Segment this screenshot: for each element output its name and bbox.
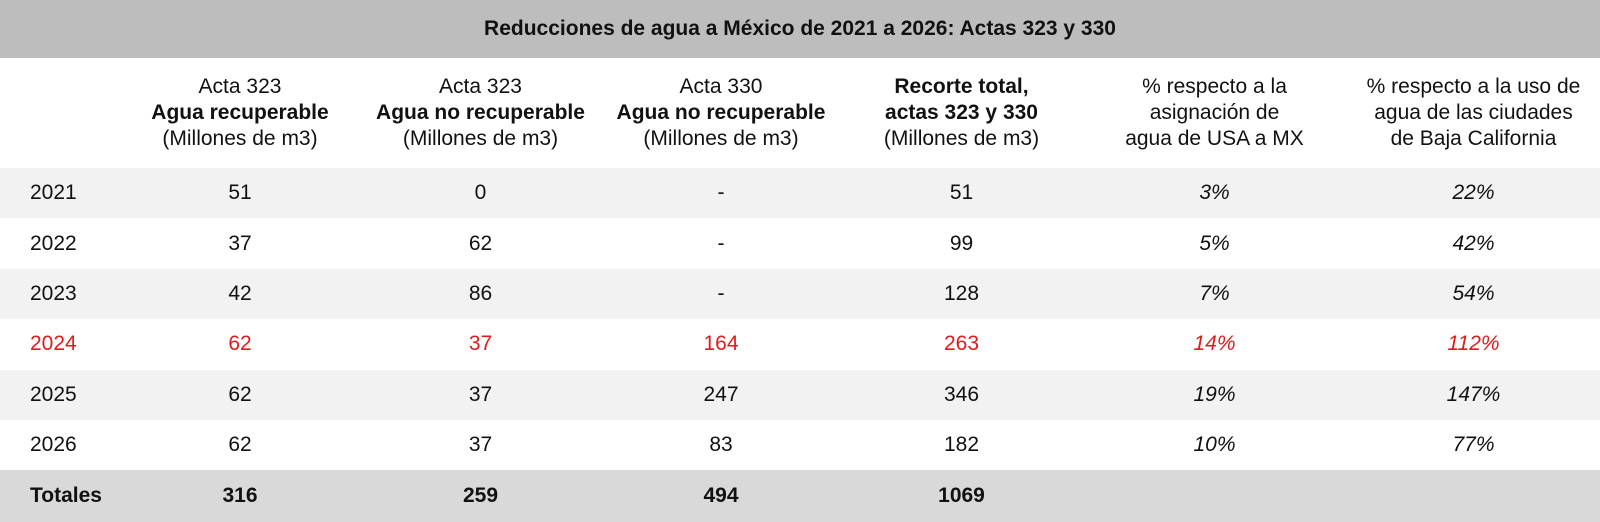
cell-acta330-no-recuperable: 164 [601, 319, 841, 370]
cell-year: 2025 [0, 369, 120, 420]
totals-label: Totales [0, 470, 120, 522]
cell-acta330-no-recuperable: - [601, 168, 841, 219]
cell-pct-baja-california: 42% [1347, 218, 1600, 269]
cell-recorte-total: 99 [841, 218, 1082, 269]
cell-pct-baja-california: 112% [1347, 319, 1600, 370]
cell-acta323-recuperable: 62 [120, 369, 360, 420]
table-row: 2026 62 37 83 182 10% 77% [0, 419, 1600, 471]
cell-recorte-total: 128 [841, 268, 1082, 320]
header-pct-baja-california: % respecto a la uso de agua de las ciuda… [1347, 58, 1600, 168]
table-row: 2021 51 0-51 3% 22% [0, 168, 1600, 219]
table-body: 2021 51 0-51 3% 22% 2022 37 62-99 5% 42% 2023 42 86-… [0, 168, 1600, 471]
cell-pct-asignacion: 14% [1082, 319, 1347, 370]
cell-year: 2026 [0, 419, 120, 471]
cell-recorte-total: 182 [841, 419, 1082, 471]
cell-pct-asignacion: 3% [1082, 168, 1347, 219]
table-row: 2022 37 62-99 5% 42% [0, 218, 1600, 269]
cell-acta323-no-recuperable: 0 [360, 168, 601, 219]
cell-recorte-total: 263 [841, 319, 1082, 370]
cell-pct-baja-california: 147% [1347, 369, 1600, 420]
total-acta323-recuperable: 316 [120, 470, 360, 522]
cell-pct-asignacion: 10% [1082, 419, 1347, 471]
total-pct-asignacion [1082, 470, 1347, 522]
cell-pct-baja-california: 54% [1347, 268, 1600, 320]
header-pct-asignacion: % respecto a la asignación de agua de US… [1082, 58, 1347, 168]
cell-acta323-recuperable: 42 [120, 268, 360, 320]
cell-acta330-no-recuperable: 83 [601, 419, 841, 471]
header-acta323-recuperable: Acta 323 Agua recuperable (Millones de m… [120, 58, 360, 168]
cell-acta323-recuperable: 51 [120, 168, 360, 219]
cell-recorte-total: 51 [841, 168, 1082, 219]
cell-pct-asignacion: 5% [1082, 218, 1347, 269]
cell-acta330-no-recuperable: 247 [601, 369, 841, 420]
total-acta323-no-recuperable: 259 [360, 470, 601, 522]
table-row: 2025 62 37 247 346 19% 147% [0, 369, 1600, 420]
cell-year: 2022 [0, 218, 120, 269]
total-recorte: 1069 [841, 470, 1082, 522]
cell-acta323-recuperable: 62 [120, 319, 360, 370]
header-row: Acta 323 Agua recuperable (Millones de m… [0, 58, 1600, 168]
header-acta323-no-recuperable: Acta 323 Agua no recuperable (Millones d… [360, 58, 601, 168]
total-acta330-no-recuperable: 494 [601, 470, 841, 522]
total-pct-baja-california [1347, 470, 1600, 522]
cell-year: 2023 [0, 268, 120, 320]
cell-acta330-no-recuperable: - [601, 268, 841, 320]
cell-acta323-no-recuperable: 37 [360, 319, 601, 370]
cell-pct-asignacion: 19% [1082, 369, 1347, 420]
cell-acta323-no-recuperable: 62 [360, 218, 601, 269]
cell-acta323-no-recuperable: 37 [360, 419, 601, 471]
header-recorte-total: Recorte total, actas 323 y 330 (Millones… [841, 58, 1082, 168]
table-row: 2023 42 86-128 7% 54% [0, 268, 1600, 320]
cell-year: 2021 [0, 168, 120, 219]
table-title: Reducciones de agua a México de 2021 a 2… [0, 0, 1600, 58]
cell-acta323-no-recuperable: 37 [360, 369, 601, 420]
cell-acta323-recuperable: 62 [120, 419, 360, 471]
header-year [0, 58, 120, 168]
cell-acta323-no-recuperable: 86 [360, 268, 601, 320]
cell-year: 2024 [0, 319, 120, 370]
cell-acta323-recuperable: 37 [120, 218, 360, 269]
totals-row: Totales 316 259 494 1069 [0, 470, 1600, 522]
cell-pct-asignacion: 7% [1082, 268, 1347, 320]
cell-recorte-total: 346 [841, 369, 1082, 420]
water-reduction-table: Acta 323 Agua recuperable (Millones de m… [0, 58, 1600, 522]
header-acta330-no-recuperable: Acta 330 Agua no recuperable (Millones d… [601, 58, 841, 168]
table-row: 2024 62 37 164 263 14% 112% [0, 319, 1600, 370]
cell-pct-baja-california: 22% [1347, 168, 1600, 219]
cell-pct-baja-california: 77% [1347, 419, 1600, 471]
cell-acta330-no-recuperable: - [601, 218, 841, 269]
